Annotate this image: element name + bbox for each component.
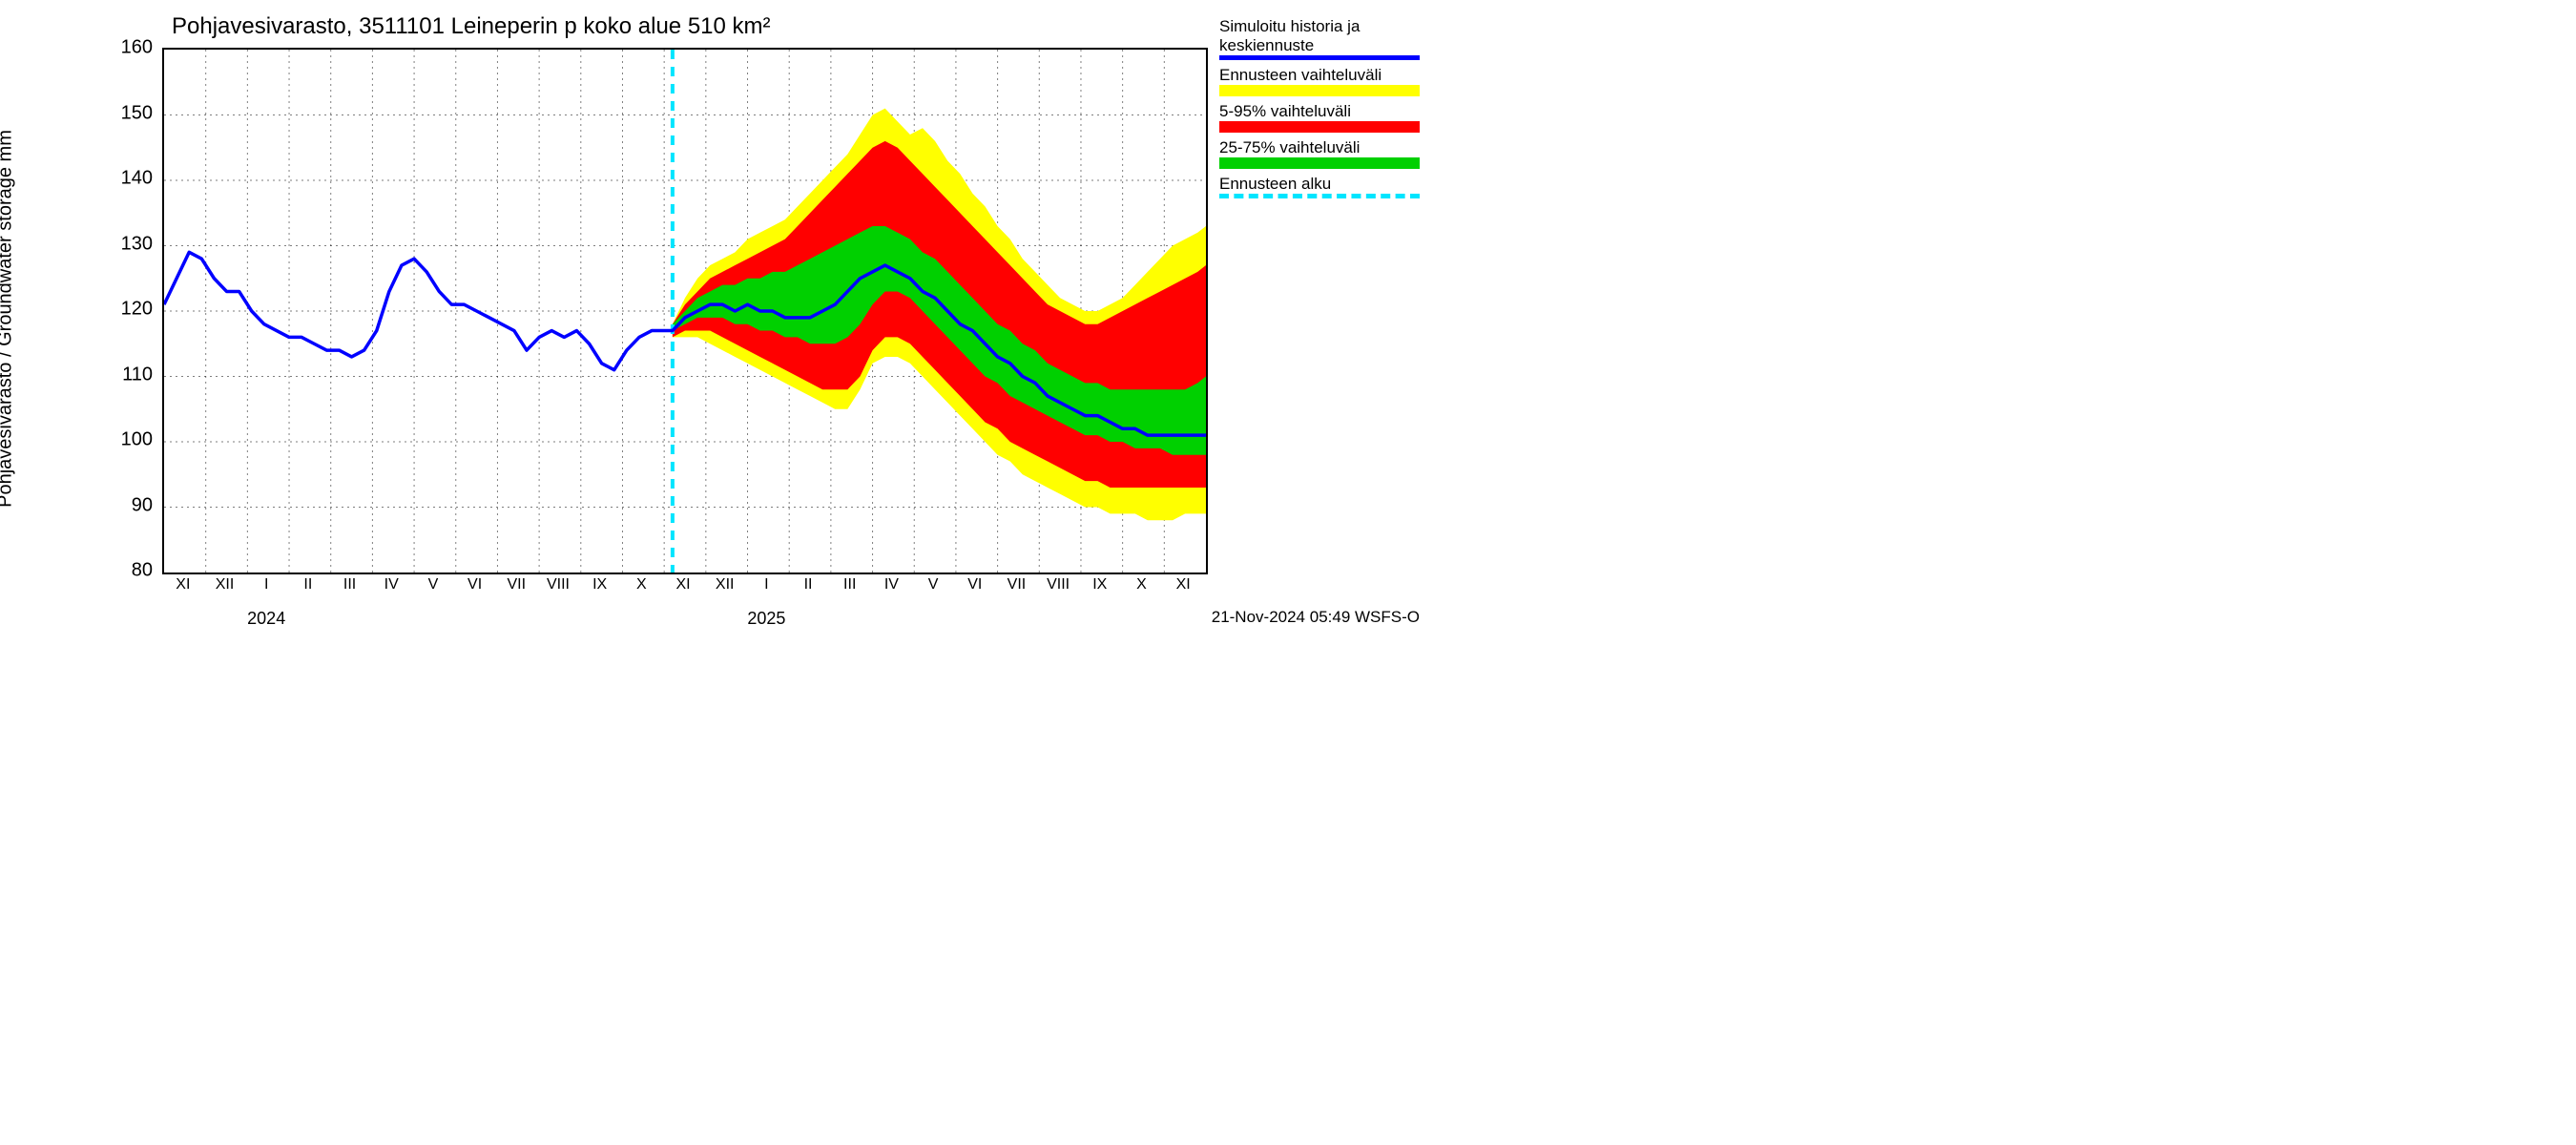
legend-label: Ennusteen vaihteluväli	[1219, 66, 1420, 85]
legend-swatch	[1219, 121, 1420, 133]
legend-label: 25-75% vaihteluväli	[1219, 138, 1420, 157]
x-year-label: 2024	[247, 609, 285, 629]
y-tick-label: 160	[95, 37, 153, 59]
x-tick-label: VI	[967, 576, 982, 593]
x-tick-label: X	[636, 576, 647, 593]
legend-item: 5-95% vaihteluväli	[1219, 102, 1420, 133]
y-tick-label: 100	[95, 429, 153, 451]
y-tick-label: 150	[95, 102, 153, 124]
x-tick-label: II	[303, 576, 312, 593]
legend-swatch	[1219, 85, 1420, 96]
x-tick-label: IV	[884, 576, 899, 593]
x-tick-label: IX	[592, 576, 607, 593]
x-tick-label: V	[928, 576, 939, 593]
x-tick-label: X	[1136, 576, 1147, 593]
x-tick-label: IV	[384, 576, 399, 593]
y-tick-label: 90	[95, 494, 153, 516]
y-tick-label: 130	[95, 233, 153, 255]
x-tick-label: II	[804, 576, 813, 593]
x-tick-label: III	[843, 576, 856, 593]
x-tick-label: VII	[1008, 576, 1027, 593]
x-tick-label: III	[343, 576, 356, 593]
x-tick-label: IX	[1092, 576, 1107, 593]
legend-item: 25-75% vaihteluväli	[1219, 138, 1420, 169]
legend-item: Ennusteen alku	[1219, 175, 1420, 198]
x-tick-label: XI	[1176, 576, 1191, 593]
x-tick-label: I	[764, 576, 768, 593]
legend-label: Simuloitu historia ja keskiennuste	[1219, 17, 1420, 55]
y-tick-label: 140	[95, 168, 153, 190]
x-tick-label: XI	[176, 576, 190, 593]
legend-swatch	[1219, 157, 1420, 169]
footer-timestamp: 21-Nov-2024 05:49 WSFS-O	[1212, 608, 1420, 627]
plot-area	[162, 48, 1208, 574]
legend-swatch	[1219, 194, 1420, 198]
x-tick-label: V	[428, 576, 439, 593]
legend-label: 5-95% vaihteluväli	[1219, 102, 1420, 121]
x-year-label: 2025	[747, 609, 785, 629]
plot-svg	[164, 50, 1206, 572]
legend-item: Simuloitu historia ja keskiennuste	[1219, 17, 1420, 60]
legend-label: Ennusteen alku	[1219, 175, 1420, 194]
x-tick-label: XI	[675, 576, 690, 593]
x-tick-label: VIII	[547, 576, 570, 593]
legend-item: Ennusteen vaihteluväli	[1219, 66, 1420, 96]
y-tick-label: 120	[95, 299, 153, 321]
y-axis-label: Pohjavesivarasto / Groundwater storage m…	[0, 32, 17, 605]
chart-title: Pohjavesivarasto, 3511101 Leineperin p k…	[172, 13, 771, 40]
x-tick-label: VIII	[1047, 576, 1070, 593]
legend: Simuloitu historia ja keskiennuste Ennust…	[1219, 17, 1420, 204]
x-tick-label: I	[264, 576, 268, 593]
x-tick-label: VI	[467, 576, 482, 593]
x-tick-label: XII	[716, 576, 735, 593]
chart-container: Pohjavesivarasto / Groundwater storage m…	[0, 0, 1431, 636]
x-tick-label: XII	[216, 576, 235, 593]
y-tick-label: 110	[95, 364, 153, 385]
y-tick-label: 80	[95, 560, 153, 582]
legend-swatch	[1219, 55, 1420, 60]
x-tick-label: VII	[507, 576, 526, 593]
y-ticks: 8090100110120130140150160	[95, 48, 153, 571]
x-ticks: XIXIIIIIIIIIVVVIVIIVIIIIXXXIXIIIIIIIIIVV…	[162, 576, 1204, 605]
